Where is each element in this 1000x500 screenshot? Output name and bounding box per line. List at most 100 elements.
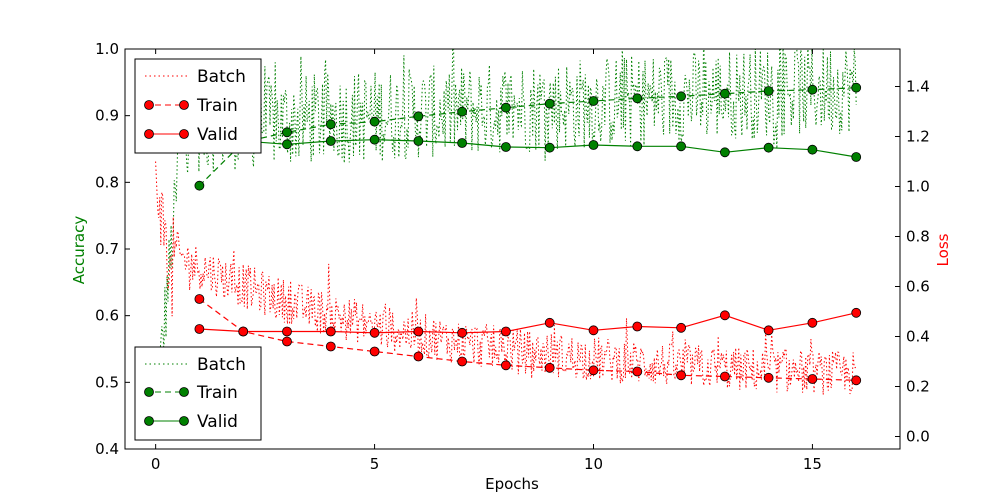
data-point: [588, 365, 599, 376]
data-point: [632, 321, 643, 332]
data-point: [807, 144, 818, 155]
data-point: [194, 324, 205, 334]
x-axis: 0 5 10 15: [151, 49, 822, 473]
data-point: [763, 142, 774, 153]
series-line-accuracy-valid: [199, 136, 857, 158]
x-tick-label: 15: [803, 455, 822, 473]
data-point: [500, 326, 511, 337]
data-point: [720, 147, 730, 158]
data-point: [194, 180, 205, 191]
data-point: [325, 326, 336, 337]
data-point: [851, 152, 862, 162]
data-point: [851, 82, 862, 93]
legend-entry-train: Train: [196, 383, 238, 403]
right-y-tick-label: 0.2: [906, 378, 930, 396]
right-y-tick-label: 0.6: [906, 278, 930, 296]
data-point: [632, 93, 643, 104]
data-point: [457, 356, 468, 367]
data-point: [500, 102, 511, 113]
data-point: [632, 141, 643, 152]
data-point: [282, 336, 292, 347]
data-point: [325, 136, 336, 146]
left-y-tick-label: 0.4: [95, 440, 119, 458]
data-point: [457, 327, 468, 338]
right-y-tick-label: 0.8: [906, 228, 930, 246]
data-point: [325, 341, 336, 352]
data-point: [676, 141, 686, 152]
data-point: [500, 142, 511, 152]
legend-loss: Batch Train Valid: [134, 58, 262, 154]
batch-curves: [155, 49, 857, 409]
data-point: [763, 86, 774, 96]
data-point: [457, 138, 468, 148]
data-point: [632, 366, 643, 377]
right-y-axis: 0.0 0.2 0.4 0.6 0.8 1.0 1.2 1.4: [895, 78, 930, 446]
data-point: [676, 322, 686, 333]
data-point: [369, 116, 380, 127]
series-line-loss-valid: [199, 312, 857, 334]
series-line-loss-train: [199, 298, 857, 381]
data-point: [763, 325, 774, 336]
right-y-tick-label: 0.0: [906, 428, 930, 446]
data-point: [544, 317, 555, 328]
data-point: [325, 119, 336, 130]
x-axis-label: Epochs: [485, 475, 539, 493]
right-y-tick-label: 1.2: [906, 128, 930, 146]
right-y-tick-label: 1.0: [906, 178, 930, 196]
right-y-tick-label: 1.4: [906, 78, 930, 96]
data-point: [720, 310, 730, 321]
data-point: [369, 134, 380, 145]
data-point: [676, 370, 686, 381]
legend-entry-valid: Valid: [197, 412, 238, 432]
legend-accuracy: Batch Train Valid: [134, 346, 262, 441]
data-point: [413, 136, 424, 146]
data-point: [369, 327, 380, 338]
data-point: [807, 84, 818, 95]
data-point: [500, 360, 511, 371]
data-point: [676, 91, 686, 102]
data-point: [544, 362, 555, 373]
data-point: [763, 372, 774, 383]
legend-entry-batch: Batch: [197, 67, 246, 87]
data-point: [588, 96, 599, 106]
data-point: [851, 375, 862, 386]
data-point: [807, 374, 818, 384]
left-y-tick-label: 0.9: [95, 107, 119, 125]
data-point: [413, 351, 424, 362]
data-point: [282, 326, 292, 337]
data-point: [851, 307, 862, 318]
left-y-tick-label: 0.6: [95, 307, 119, 325]
left-y-axis-label: Accuracy: [70, 216, 88, 285]
batch-line: [155, 49, 857, 409]
left-y-axis: 0.4 0.5 0.6 0.7 0.8 0.9 1.0: [95, 40, 130, 458]
legend-entry-batch: Batch: [197, 355, 246, 375]
data-point: [282, 139, 292, 150]
x-tick-label: 5: [370, 455, 380, 473]
data-point: [807, 317, 818, 328]
data-point: [282, 127, 292, 138]
right-y-axis-label: Loss: [934, 233, 952, 266]
data-point: [720, 371, 730, 382]
legend-entry-train: Train: [196, 96, 238, 116]
data-point: [457, 106, 468, 117]
left-y-tick-label: 0.5: [95, 373, 119, 391]
data-point: [588, 325, 599, 336]
epoch-curves: [194, 82, 862, 386]
data-point: [369, 346, 380, 357]
right-y-tick-label: 0.4: [906, 328, 930, 346]
data-point: [238, 326, 249, 337]
data-point: [413, 326, 424, 337]
x-tick-label: 0: [151, 455, 161, 473]
data-point: [720, 88, 730, 99]
left-y-tick-label: 1.0: [95, 40, 119, 58]
data-point: [544, 142, 555, 153]
data-point: [544, 98, 555, 109]
data-point: [588, 140, 599, 150]
left-y-tick-label: 0.8: [95, 173, 119, 191]
left-y-tick-label: 0.7: [95, 240, 119, 258]
data-point: [413, 111, 424, 122]
data-point: [194, 294, 205, 304]
x-tick-label: 10: [584, 455, 603, 473]
legend-entry-valid: Valid: [197, 125, 238, 145]
